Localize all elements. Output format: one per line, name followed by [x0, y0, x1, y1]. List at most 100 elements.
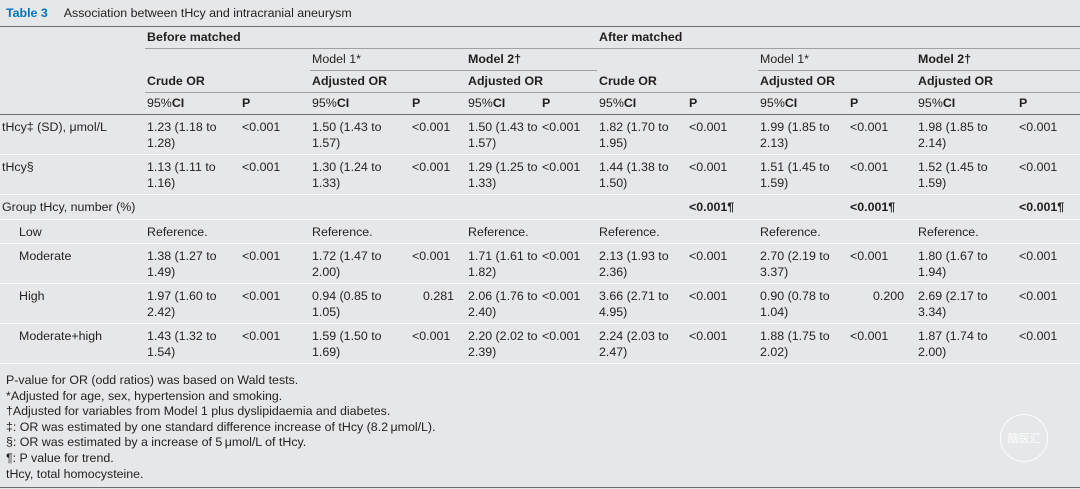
or-ci-cell: 1.43 (1.32 to 1.54)	[145, 323, 240, 364]
or-ci-cell: 1.97 (1.60 to 2.42)	[145, 283, 240, 324]
watermark-logo: 脑医汇	[1000, 414, 1048, 462]
footnote: ‡: OR was estimated by one standard diff…	[6, 419, 436, 434]
or-ci-cell: 1.87 (1.74 to 2.00)	[916, 323, 1018, 364]
p-value-cell: <0.001	[540, 243, 598, 284]
p-value-cell: <0.001¶	[848, 194, 917, 220]
p-value-cell	[1017, 219, 1080, 244]
or-ci-cell	[310, 194, 410, 220]
p-value-cell: <0.001	[687, 154, 759, 195]
footnote: ¶: P value for trend.	[6, 450, 114, 465]
footnote: †Adjusted for variables from Model 1 plu…	[6, 404, 391, 419]
header-p: P	[1017, 92, 1080, 115]
results-table: Before matched After matched Model 1* Mo…	[0, 27, 1080, 364]
or-ci-cell: Reference.	[310, 219, 410, 244]
or-ci-cell: 2.20 (2.02 to 2.39)	[466, 323, 540, 364]
header-ci-prefix: 95%	[760, 95, 785, 110]
p-value-cell: <0.001	[687, 323, 759, 364]
p-value-cell	[540, 219, 598, 244]
p-value-cell: <0.001	[410, 323, 466, 364]
p-value-cell	[410, 219, 466, 244]
or-ci-cell: 1.38 (1.27 to 1.49)	[145, 243, 240, 284]
p-value-cell	[240, 219, 310, 244]
header-ci: 95%CI	[916, 92, 1018, 115]
header-p: P	[410, 92, 466, 115]
p-value-cell: <0.001	[410, 154, 466, 195]
header-p: P	[848, 92, 917, 115]
row-label: High	[0, 283, 145, 324]
table-row: Group tHcy, number (%) <0.001¶ <0.001¶ <0.0…	[0, 194, 1080, 220]
header-ci-label: CI	[623, 95, 637, 110]
p-value-cell	[687, 219, 759, 244]
footnote: tHcy, total homocysteine.	[6, 466, 144, 481]
header-row-2: Model 1* Model 2† Model 1* Model 2†	[0, 48, 1080, 71]
header-ci-label: CI	[171, 95, 185, 110]
p-value-cell: <0.001	[848, 154, 917, 195]
or-ci-cell: 1.98 (1.85 to 2.14)	[916, 114, 1018, 155]
header-model2-after: Model 2†	[916, 48, 1080, 71]
row-label: tHcy§	[0, 154, 145, 195]
or-ci-cell: 2.24 (2.03 to 2.47)	[597, 323, 688, 364]
or-ci-cell: 1.59 (1.50 to 1.69)	[310, 323, 410, 364]
p-value-cell: <0.001	[540, 283, 598, 324]
or-ci-cell: 1.23 (1.18 to 1.28)	[145, 114, 240, 155]
or-ci-cell	[145, 194, 240, 220]
header-ci-prefix: 95%	[599, 95, 624, 110]
row-label: Moderate	[0, 243, 145, 284]
header-p: P	[240, 92, 310, 115]
row-label: Moderate+high	[0, 323, 145, 364]
table-row: Low Reference. Reference. Reference. Referen…	[0, 219, 1080, 244]
p-value-cell: <0.001	[848, 243, 917, 284]
or-ci-cell: Reference.	[145, 219, 240, 244]
p-value-cell	[240, 194, 310, 220]
or-ci-cell: 2.69 (2.17 to 3.34)	[916, 283, 1018, 324]
header-adjusted-m1-after: Adjusted OR	[758, 70, 917, 93]
table-row: High 1.97 (1.60 to 2.42) <0.001 0.94 (0.85 …	[0, 283, 1080, 324]
p-value-cell: <0.001¶	[687, 194, 759, 220]
or-ci-cell: 3.66 (2.71 to 4.95)	[597, 283, 688, 324]
or-ci-cell: 1.13 (1.11 to 1.16)	[145, 154, 240, 195]
header-ci-label: CI	[942, 95, 956, 110]
row-label: tHcy‡ (SD), μmol/L	[0, 114, 145, 155]
row-label: Group tHcy, number (%)	[0, 194, 145, 220]
header-adjusted-m1-before: Adjusted OR	[310, 70, 466, 93]
p-value-cell: <0.001	[848, 323, 917, 364]
header-crude-before: Crude OR	[145, 70, 310, 93]
header-model1-after: Model 1*	[758, 48, 917, 71]
header-ci-prefix: 95%	[918, 95, 943, 110]
p-value-cell: <0.001	[240, 154, 310, 195]
table-row: Moderate 1.38 (1.27 to 1.49) <0.001 1.72 (1…	[0, 243, 1080, 284]
p-value-cell: <0.001	[848, 114, 917, 155]
header-ci: 95%CI	[310, 92, 410, 115]
header-ci: 95%CI	[597, 92, 688, 115]
footnote: §: OR was estimated by a increase of 5 μ…	[6, 435, 307, 450]
or-ci-cell: 1.50 (1.43 to 1.57)	[310, 114, 410, 155]
p-value-cell: <0.001	[1017, 283, 1080, 324]
or-ci-cell: 1.44 (1.38 to 1.50)	[597, 154, 688, 195]
p-value-cell: <0.001	[540, 323, 598, 364]
p-value-cell: <0.001	[687, 283, 759, 324]
p-value-cell	[540, 194, 598, 220]
bottom-rule	[0, 487, 1080, 488]
header-ci: 95%CI	[466, 92, 540, 115]
p-value-cell: <0.001	[240, 283, 310, 324]
p-value-cell: <0.001	[1017, 323, 1080, 364]
header-adjusted-m2-before: Adjusted OR	[466, 70, 598, 93]
p-value-cell: <0.001	[687, 114, 759, 155]
footnotes: P-value for OR (odd ratios) was based on…	[6, 373, 436, 482]
or-ci-cell	[916, 194, 1018, 220]
or-ci-cell	[466, 194, 540, 220]
or-ci-cell: 2.06 (1.76 to 2.40)	[466, 283, 540, 324]
p-value-cell: <0.001	[687, 243, 759, 284]
or-ci-cell: Reference.	[916, 219, 1018, 244]
p-value-cell	[410, 194, 466, 220]
table-body: tHcy‡ (SD), μmol/L 1.23 (1.18 to 1.28) <0.…	[0, 114, 1080, 364]
p-value-cell: <0.001¶	[1017, 194, 1080, 220]
header-ci: 95%CI	[758, 92, 849, 115]
p-value-cell: <0.001	[240, 323, 310, 364]
header-model2-before: Model 2†	[466, 48, 598, 71]
or-ci-cell	[758, 194, 849, 220]
or-ci-cell: 1.72 (1.47 to 2.00)	[310, 243, 410, 284]
header-ci: 95%CI	[145, 92, 240, 115]
or-ci-cell: 1.29 (1.25 to 1.33)	[466, 154, 540, 195]
